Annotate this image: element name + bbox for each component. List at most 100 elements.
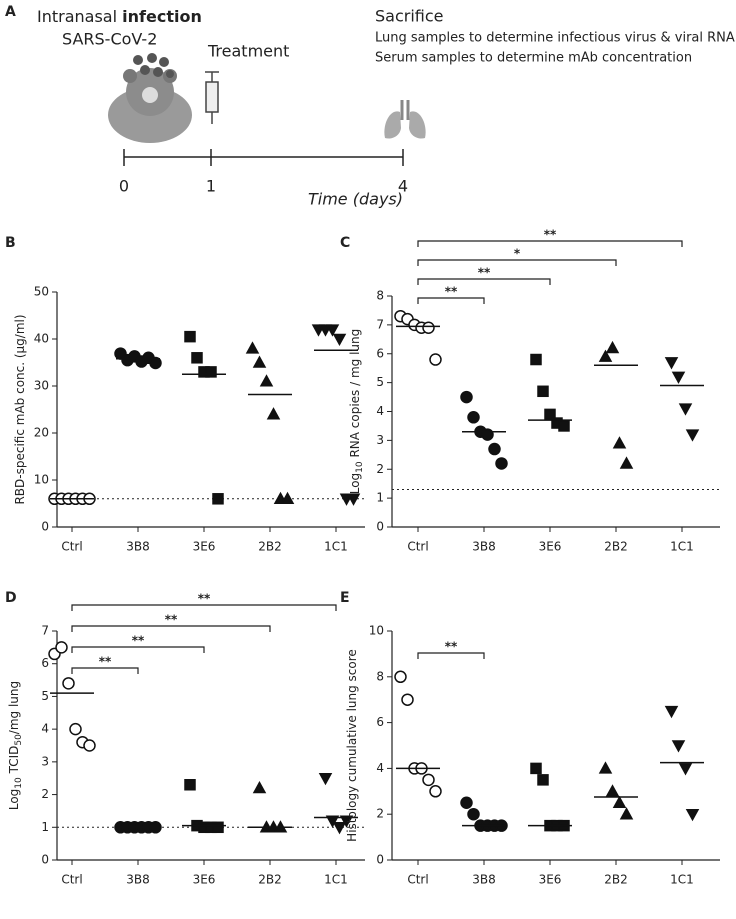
point [619, 456, 634, 469]
point [481, 428, 494, 441]
point [664, 357, 679, 370]
point [266, 407, 281, 420]
point [325, 815, 340, 828]
syringe-icon [205, 71, 219, 124]
note: Serum samples to determine mAb concentra… [375, 51, 692, 66]
panel-letter: C [340, 235, 350, 251]
y-tick-label: 6 [376, 346, 384, 360]
point [69, 722, 82, 736]
y-axis-label: RBD-specific mAb conc. (µg/ml) [13, 314, 27, 504]
y-tick-label: 0 [376, 853, 384, 867]
y-axis-label-part: 50 [14, 734, 24, 746]
point [280, 491, 295, 505]
panel-letter: D [5, 590, 17, 606]
significance-bracket [417, 278, 551, 285]
treatment-label: Treatment [207, 42, 289, 61]
y-tick-label: 0 [41, 520, 49, 534]
note: Lung samples to determine infectious vir… [375, 31, 735, 46]
point [598, 761, 613, 774]
y-axis-label-part: Log [348, 473, 362, 494]
point [422, 321, 435, 335]
y-tick-label: 30 [34, 379, 49, 393]
y-axis-label-part: /mg lung [7, 681, 21, 734]
significance-label: ** [99, 655, 112, 669]
y-tick-label: 10 [369, 624, 384, 638]
point [598, 349, 613, 362]
point [605, 784, 620, 797]
point [245, 341, 260, 354]
x-tick-label: 2B2 [258, 873, 282, 887]
y-tick-label: 8 [376, 669, 384, 683]
point [605, 340, 620, 354]
y-tick-label: 3 [41, 754, 49, 768]
x-tick-label: 3E6 [193, 540, 216, 554]
y-axis-label-part: RBD-specific mAb conc. (µg/ml) [13, 314, 27, 504]
point [558, 420, 570, 432]
significance-label: ** [445, 640, 458, 654]
point [544, 408, 556, 421]
x-tick-label: Ctrl [61, 873, 82, 887]
x-tick-label: 1C1 [324, 540, 348, 554]
point [318, 772, 333, 786]
timeline-tick-label: 4 [398, 177, 408, 196]
significance-bracket [71, 646, 205, 653]
y-tick-label: 4 [376, 404, 384, 418]
point [678, 763, 693, 776]
point [429, 353, 442, 366]
y-axis-label-part: 10 [355, 461, 365, 473]
x-tick-label: 3B8 [472, 873, 496, 887]
x-tick-label: 1C1 [670, 873, 694, 887]
significance-bracket [71, 604, 337, 611]
timeline-label: Time (days) [308, 190, 403, 209]
point [83, 739, 96, 752]
point [394, 670, 407, 684]
sacrifice-label: Sacrifice [375, 7, 444, 26]
point [467, 411, 480, 424]
point [252, 355, 267, 368]
x-tick-label: 3B8 [472, 540, 496, 554]
y-tick-label: 50 [34, 285, 49, 299]
y-axis-label-part: 10 [14, 777, 24, 789]
y-tick-label: 1 [41, 820, 49, 834]
point [191, 352, 203, 364]
point [332, 333, 347, 347]
significance-label: ** [132, 634, 145, 648]
y-tick-label: 5 [376, 375, 384, 389]
x-tick-label: 1C1 [670, 540, 694, 554]
significance-label: ** [445, 285, 458, 299]
y-axis-label-part: Histology cumulative lung score [345, 649, 359, 842]
x-tick-label: 3E6 [539, 540, 562, 554]
point [212, 493, 224, 505]
significance-label: ** [478, 266, 491, 280]
infection-title: Intranasal infection [37, 7, 202, 26]
y-axis-label-part: TCID [7, 746, 21, 778]
y-tick-label: 8 [376, 289, 384, 303]
point [612, 436, 627, 449]
x-tick-label: Ctrl [407, 540, 428, 554]
y-axis-label: Log10 RNA copies / mg lung [348, 329, 365, 495]
point [422, 773, 435, 787]
timeline-tick-label: 1 [206, 177, 216, 196]
y-tick-label: 6 [41, 656, 49, 670]
significance-label: ** [198, 592, 211, 606]
point [339, 815, 354, 828]
y-tick-label: 2 [376, 462, 384, 476]
significance-label: ** [544, 228, 557, 242]
point [62, 677, 75, 690]
point [530, 762, 542, 775]
y-axis-label-part: Log [7, 789, 21, 810]
y-tick-label: 7 [376, 317, 384, 331]
significance-label: ** [165, 613, 178, 627]
point [325, 324, 340, 337]
y-tick-label: 7 [41, 624, 49, 638]
point [429, 785, 442, 798]
point [664, 705, 679, 719]
x-tick-label: 2B2 [258, 540, 282, 554]
x-tick-label: 3E6 [193, 873, 216, 887]
infection-prefix: Intranasal [37, 7, 117, 26]
y-tick-label: 20 [34, 426, 49, 440]
x-tick-label: Ctrl [61, 540, 82, 554]
point [252, 780, 267, 794]
x-tick-label: 1C1 [324, 873, 348, 887]
panel-letter: A [5, 4, 16, 20]
